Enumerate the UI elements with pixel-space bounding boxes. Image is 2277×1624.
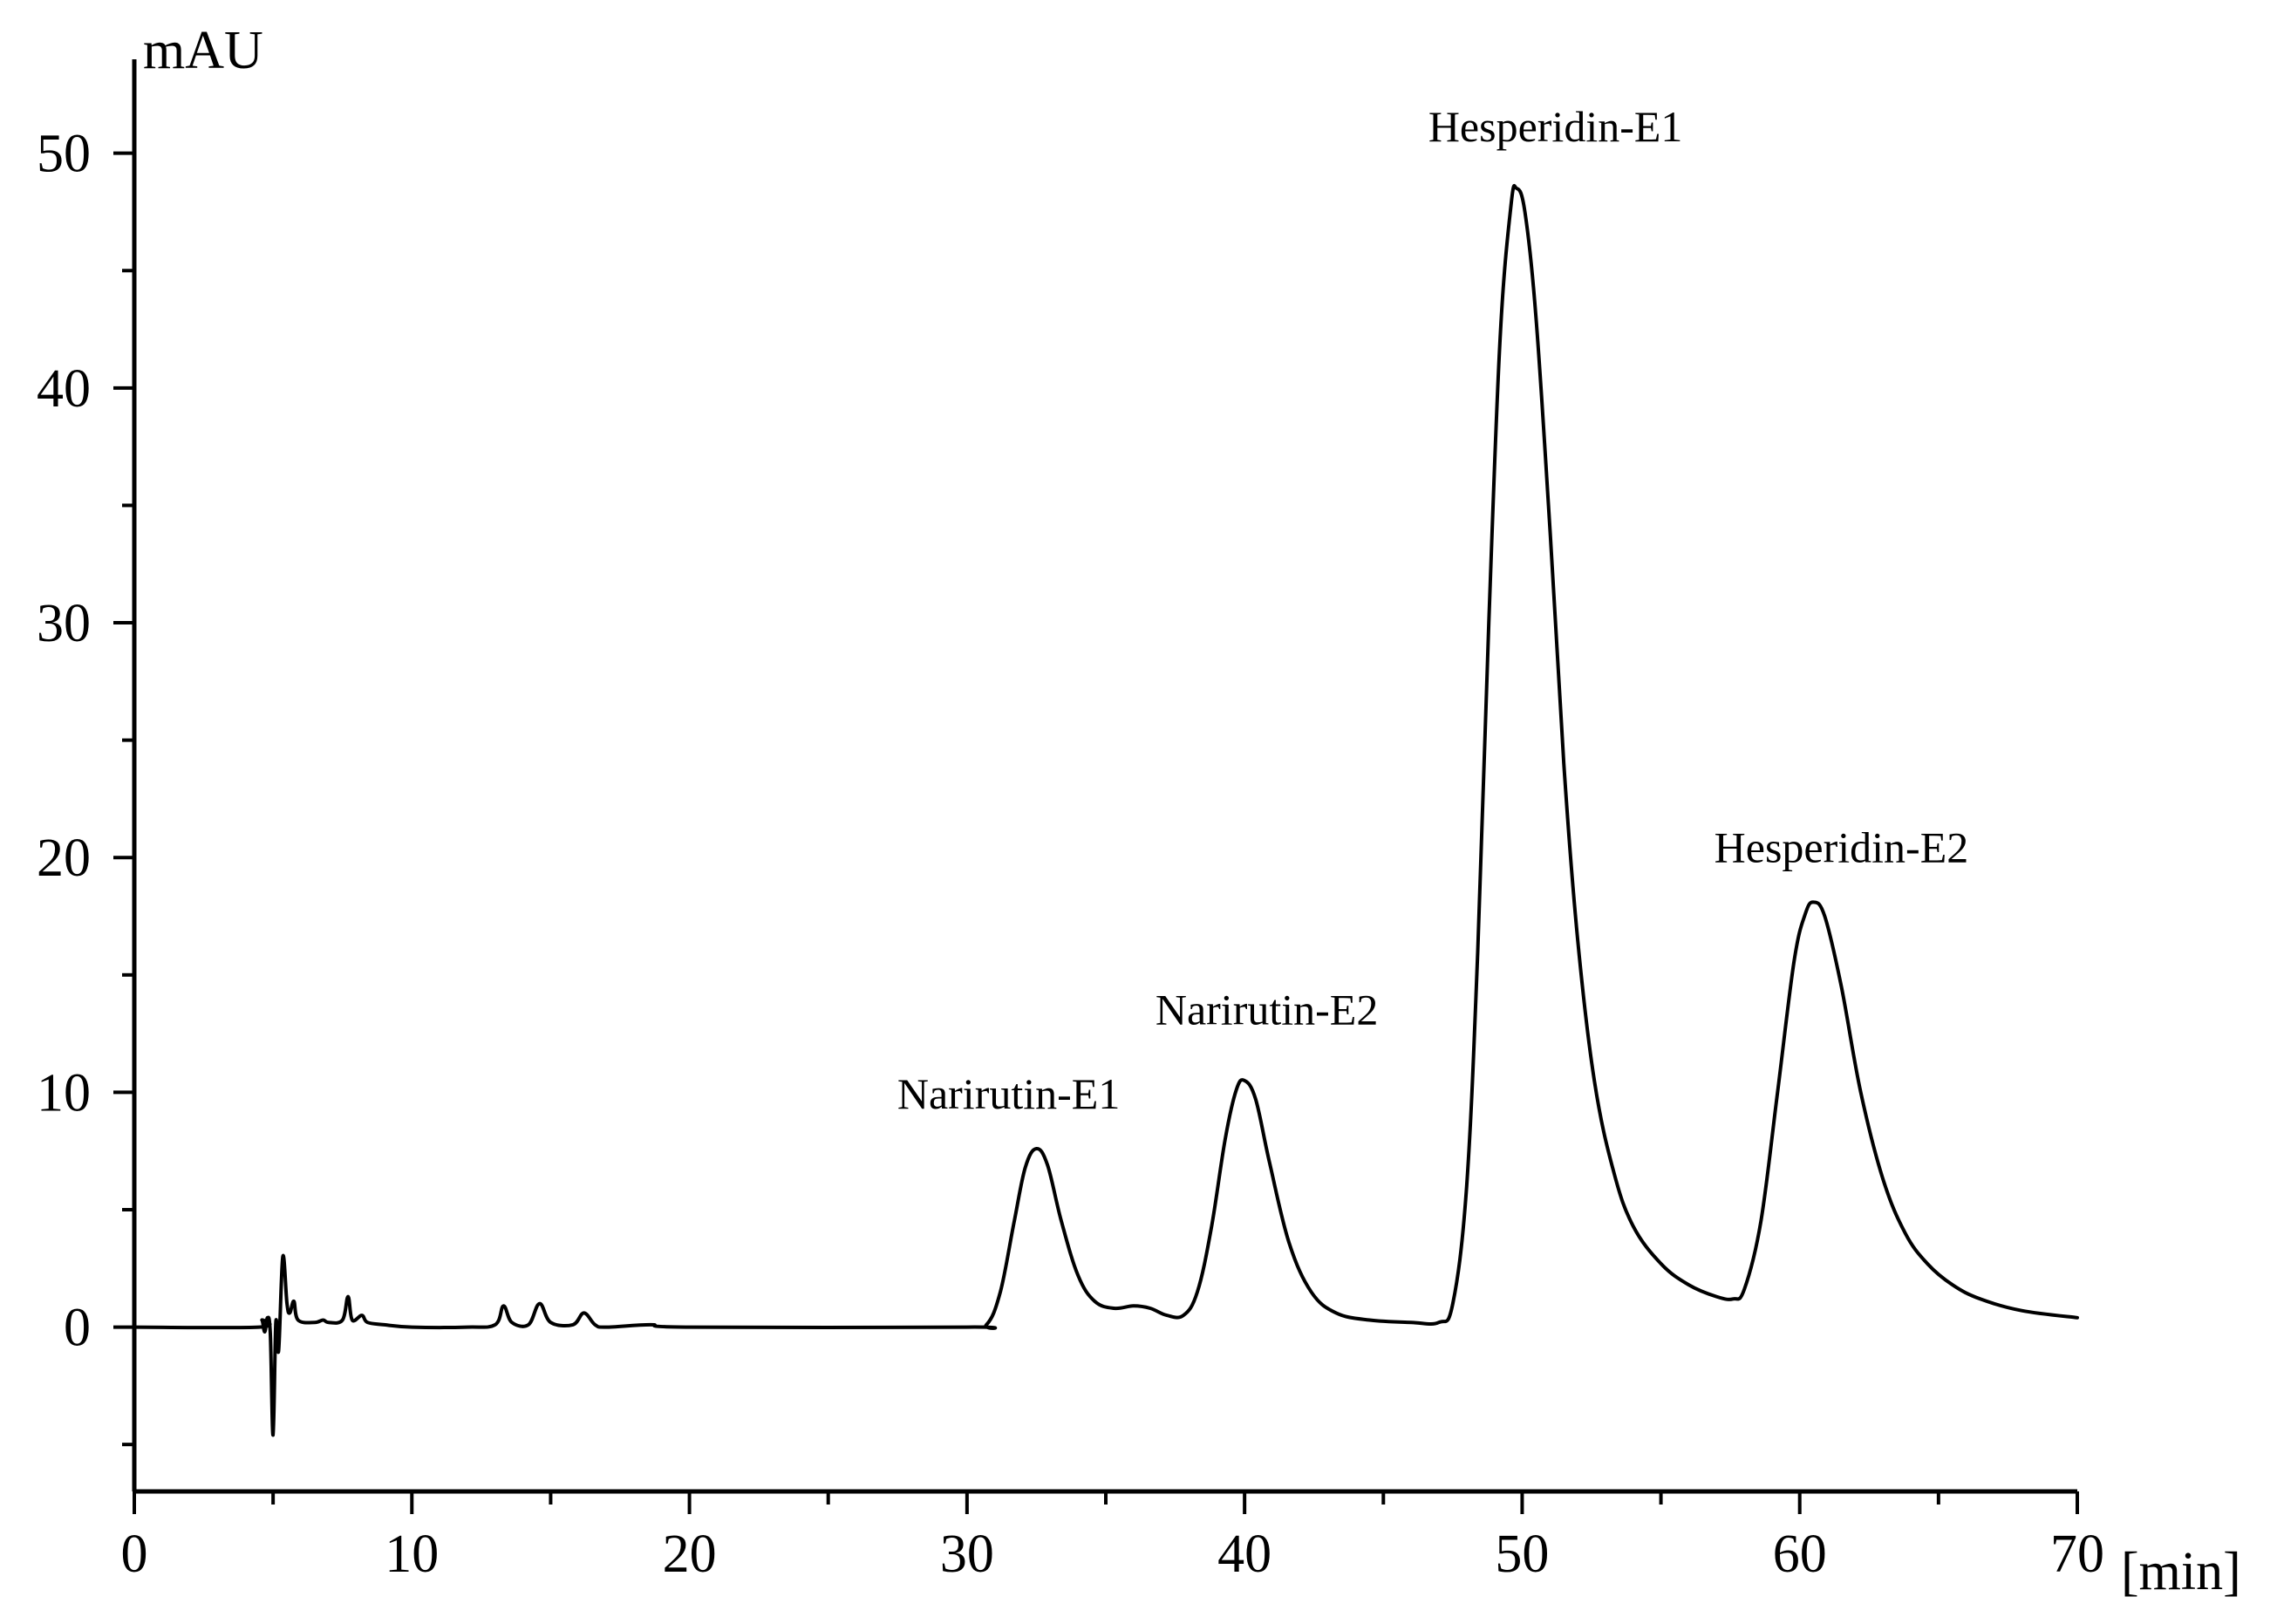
x-tick-label: 60: [1773, 1525, 1827, 1584]
y-tick-label: 0: [64, 1299, 91, 1358]
peak-label: Hesperidin-E1: [1428, 102, 1683, 151]
y-tick-label: 50: [37, 125, 91, 184]
ticks: 0 10 20 30 40 50 60 70 0 10 20 30 40 50: [37, 125, 2104, 1584]
x-tick-label: 70: [2050, 1525, 2104, 1584]
peak-label: Narirutin-E2: [1156, 985, 1378, 1034]
axes: [132, 59, 2077, 1494]
trace: [133, 184, 2079, 1437]
peak-label: Narirutin-E1: [897, 1069, 1120, 1118]
x-tick-label: 20: [663, 1525, 717, 1584]
x-axis-unit-label: [min]: [2121, 1542, 2241, 1601]
x-tick-label: 40: [1217, 1525, 1271, 1584]
labels: mAU [min]: [143, 21, 2241, 1601]
y-tick-label: 30: [37, 594, 91, 653]
chromatogram-trace: [133, 184, 2079, 1437]
peak-annotations: Narirutin-E1 Narirutin-E2 Hesperidin-E1 Hes…: [897, 102, 1968, 1118]
x-tick-label: 50: [1495, 1525, 1549, 1584]
peak-label: Hesperidin-E2: [1715, 823, 1969, 872]
x-tick-label: 0: [121, 1525, 148, 1584]
y-tick-label: 20: [37, 829, 91, 888]
y-axis-unit-label: mAU: [143, 21, 263, 80]
x-tick-label: 30: [940, 1525, 994, 1584]
y-tick-label: 40: [37, 359, 91, 419]
x-tick-label: 10: [385, 1525, 439, 1584]
y-tick-label: 10: [37, 1063, 91, 1122]
